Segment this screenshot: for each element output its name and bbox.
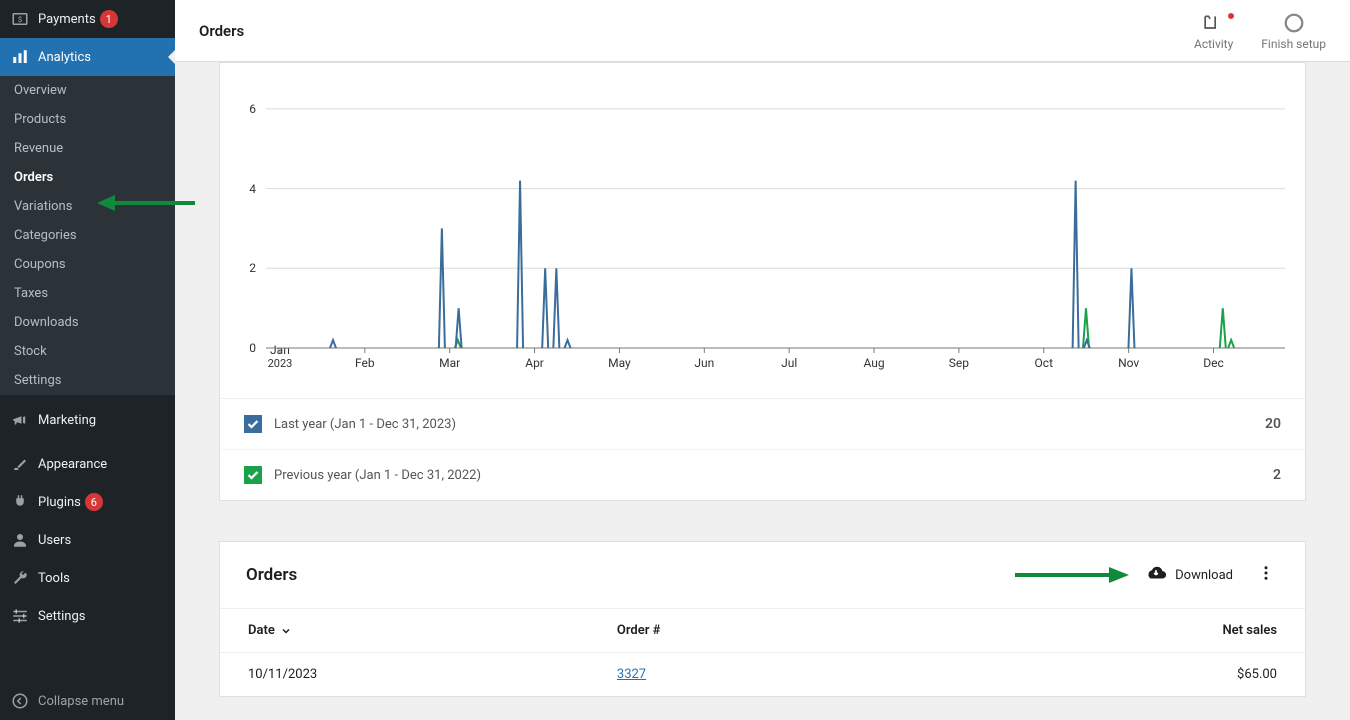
download-label: Download <box>1175 568 1233 583</box>
legend-last-label: Last year (Jan 1 - Dec 31, 2023) <box>274 417 456 432</box>
legend-prev-year[interactable]: Previous year (Jan 1 - Dec 31, 2022) 2 <box>220 449 1305 500</box>
order-link[interactable]: 3327 <box>617 667 646 682</box>
orders-table-head: Orders Download <box>220 542 1305 608</box>
plugins-badge: 6 <box>85 493 103 511</box>
orders-table: Date Order # Net sales 10/11/2023 3327 $… <box>220 608 1305 696</box>
collapse-menu[interactable]: Collapse menu <box>0 682 175 720</box>
sidebar-sub-revenue[interactable]: Revenue <box>0 134 175 163</box>
sliders-icon <box>10 607 30 625</box>
more-options-button[interactable] <box>1253 560 1279 590</box>
collapse-label: Collapse menu <box>38 694 124 709</box>
legend-check-icon <box>244 466 262 484</box>
net-header[interactable]: Net sales <box>928 609 1305 653</box>
orders-chart-card: 0246Jan2023FebMarAprMayJunJulAugSepOctNo… <box>219 62 1306 501</box>
sidebar-item-tools[interactable]: Tools <box>0 559 175 597</box>
user-icon <box>10 531 30 549</box>
legend-prev-label: Previous year (Jan 1 - Dec 31, 2022) <box>274 468 481 483</box>
page-header: Orders Activity Finish setup <box>175 0 1350 62</box>
analytics-label: Analytics <box>38 50 91 65</box>
sidebar-item-marketing[interactable]: Marketing <box>0 401 175 439</box>
legend-last-year[interactable]: Last year (Jan 1 - Dec 31, 2023) 20 <box>220 399 1305 449</box>
wrench-icon <box>10 569 30 587</box>
download-arrow-annotation <box>1011 563 1131 587</box>
download-icon <box>1145 562 1167 588</box>
marketing-label: Marketing <box>38 413 96 428</box>
sidebar-sub-taxes[interactable]: Taxes <box>0 279 175 308</box>
orders-table-card: Orders Download <box>219 541 1306 697</box>
activity-dot <box>1228 13 1234 19</box>
sidebar-item-appearance[interactable]: Appearance <box>0 445 175 483</box>
sidebar-sub-variations[interactable]: Variations <box>0 192 175 221</box>
finish-setup-button[interactable]: Finish setup <box>1261 11 1326 51</box>
legend-prev-count: 2 <box>1273 467 1281 483</box>
date-header[interactable]: Date <box>220 609 589 653</box>
activity-button[interactable]: Activity <box>1194 11 1233 51</box>
order-header[interactable]: Order # <box>589 609 928 653</box>
chart-icon <box>10 48 30 66</box>
sidebar-sub-orders[interactable]: Orders <box>0 163 175 192</box>
tools-label: Tools <box>38 571 70 586</box>
download-button[interactable]: Download <box>1145 562 1233 588</box>
chart-legend: Last year (Jan 1 - Dec 31, 2023) 20 Prev… <box>220 398 1305 500</box>
page-title: Orders <box>199 22 244 40</box>
orders-chart: 0246Jan2023FebMarAprMayJunJulAugSepOctNo… <box>220 63 1305 398</box>
megaphone-icon <box>10 411 30 429</box>
brush-icon <box>10 455 30 473</box>
admin-sidebar: $ Payments 1 Analytics Overview Products… <box>0 0 175 720</box>
svg-text:$: $ <box>18 15 22 24</box>
plugins-label: Plugins <box>38 495 81 510</box>
finish-setup-icon <box>1283 11 1305 35</box>
main-area: Orders Activity Finish setup 0246Jan2 <box>175 0 1350 720</box>
sidebar-sub-categories[interactable]: Categories <box>0 221 175 250</box>
sidebar-sub-overview[interactable]: Overview <box>0 76 175 105</box>
row-date: 10/11/2023 <box>220 653 589 697</box>
content-scroll[interactable]: 0246Jan2023FebMarAprMayJunJulAugSepOctNo… <box>175 62 1350 720</box>
sidebar-item-payments[interactable]: $ Payments 1 <box>0 0 175 38</box>
users-label: Users <box>38 533 71 548</box>
money-icon: $ <box>10 10 30 28</box>
legend-check-icon <box>244 415 262 433</box>
appearance-label: Appearance <box>38 457 107 472</box>
payments-badge: 1 <box>100 10 118 28</box>
collapse-icon <box>10 692 30 710</box>
row-net: $65.00 <box>928 653 1305 697</box>
legend-last-count: 20 <box>1265 416 1281 432</box>
analytics-submenu: Overview Products Revenue Orders Variati… <box>0 76 175 395</box>
sidebar-item-plugins[interactable]: Plugins 6 <box>0 483 175 521</box>
sidebar-sub-settings[interactable]: Settings <box>0 366 175 395</box>
settings-label: Settings <box>38 609 85 624</box>
payments-label: Payments <box>38 12 96 27</box>
sidebar-sub-products[interactable]: Products <box>0 105 175 134</box>
sidebar-item-analytics[interactable]: Analytics <box>0 38 175 76</box>
sidebar-sub-stock[interactable]: Stock <box>0 337 175 366</box>
sidebar-sub-downloads[interactable]: Downloads <box>0 308 175 337</box>
table-row: 10/11/2023 3327 $65.00 <box>220 653 1305 697</box>
sidebar-sub-coupons[interactable]: Coupons <box>0 250 175 279</box>
sidebar-item-users[interactable]: Users <box>0 521 175 559</box>
plug-icon <box>10 493 30 511</box>
orders-table-title: Orders <box>246 565 297 585</box>
sidebar-item-settings[interactable]: Settings <box>0 597 175 635</box>
activity-icon <box>1201 11 1227 35</box>
